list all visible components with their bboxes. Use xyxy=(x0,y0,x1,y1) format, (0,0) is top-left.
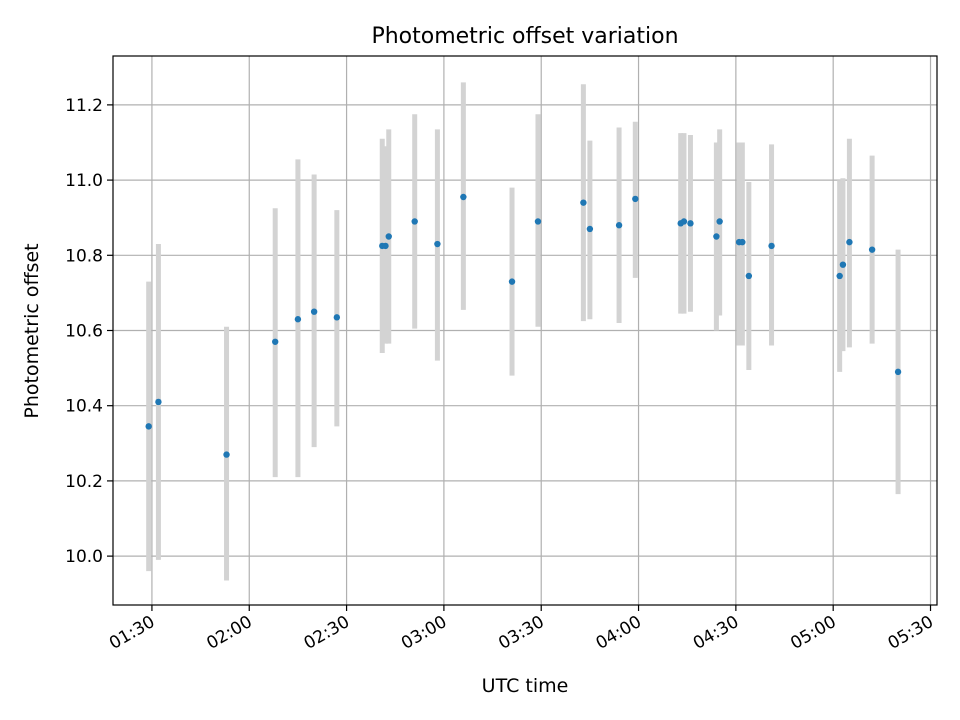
data-points xyxy=(145,193,902,458)
data-point xyxy=(615,222,623,229)
data-point xyxy=(846,238,853,246)
data-point xyxy=(687,220,694,227)
y-axis-label: Photometric offset xyxy=(21,243,43,418)
data-point xyxy=(272,338,279,345)
data-point xyxy=(411,218,418,225)
data-point xyxy=(333,314,341,321)
data-point xyxy=(745,272,753,280)
data-point xyxy=(223,451,230,458)
data-point xyxy=(382,242,389,250)
x-axis-label: UTC time xyxy=(482,675,569,697)
data-point xyxy=(836,272,843,280)
data-point xyxy=(894,368,902,376)
data-point xyxy=(294,316,302,323)
y-tick-label: 11.2 xyxy=(65,96,103,116)
data-point xyxy=(508,278,516,285)
data-point xyxy=(739,238,746,246)
y-axis: 10.0 10.2 10.4 10.6 10.8 11.0 11.2 xyxy=(65,96,113,567)
y-tick-label: 10.6 xyxy=(65,322,103,342)
y-tick-label: 11.0 xyxy=(65,171,103,191)
data-point xyxy=(868,246,876,253)
data-point xyxy=(586,225,594,233)
data-point xyxy=(434,240,441,248)
data-point xyxy=(385,233,392,240)
y-tick-label: 10.4 xyxy=(65,397,103,417)
y-tick-label: 10.8 xyxy=(65,246,103,266)
data-point xyxy=(534,218,542,225)
chart-title: Photometric offset variation xyxy=(371,24,678,49)
y-tick-label: 10.2 xyxy=(65,472,103,492)
data-point xyxy=(155,398,162,406)
data-point xyxy=(680,218,688,225)
data-point xyxy=(460,193,467,201)
data-point xyxy=(716,218,723,225)
data-point xyxy=(632,195,639,203)
grid xyxy=(113,56,937,605)
data-point xyxy=(145,423,152,430)
data-point xyxy=(768,242,775,250)
data-point xyxy=(310,308,318,315)
y-tick-label: 10.0 xyxy=(65,547,103,567)
data-point xyxy=(580,199,587,206)
data-point xyxy=(713,233,720,240)
data-point xyxy=(839,261,847,268)
